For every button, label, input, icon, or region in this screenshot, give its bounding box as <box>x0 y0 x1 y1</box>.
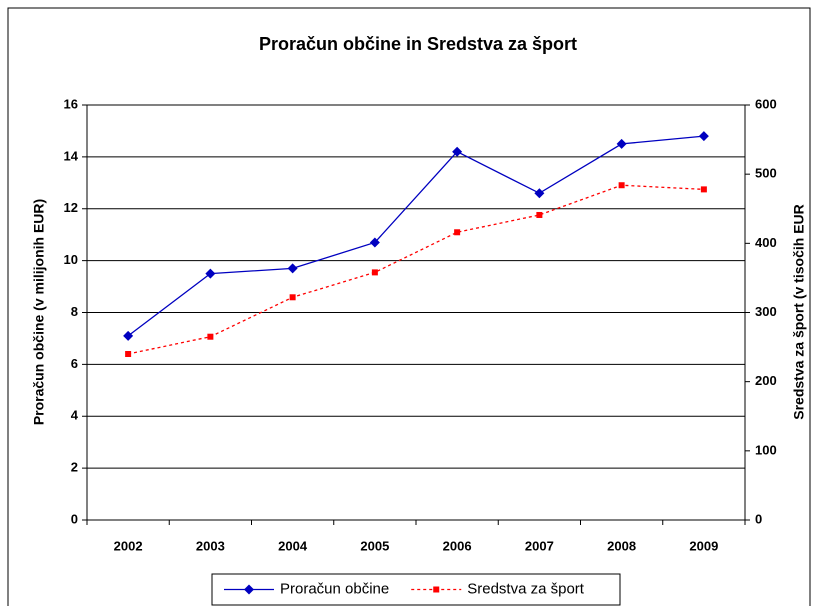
y-tick-label: 2 <box>71 460 78 475</box>
series-line <box>127 184 704 355</box>
marker <box>452 146 463 157</box>
x-tick-label: 2005 <box>360 538 389 553</box>
y-tick-label: 10 <box>64 252 78 267</box>
marker <box>125 351 132 357</box>
y-tick-label: 4 <box>71 408 79 423</box>
legend: Proračun občine Sredstva za šport <box>211 573 621 606</box>
y-axis-label: Proračun občine (v milijonih EUR) <box>31 199 47 425</box>
y-tick-label: 12 <box>64 200 78 215</box>
y2-axis-label: Sredstva za šport (v tisočih EUR <box>791 204 807 420</box>
legend-box <box>211 573 621 606</box>
chart-frame <box>7 7 811 611</box>
marker <box>454 229 461 236</box>
y-tick-label: 6 <box>71 356 78 371</box>
x-tick-label: 2002 <box>114 538 143 553</box>
y2-tick-label: 100 <box>755 442 777 457</box>
y2-tick-label: 0 <box>755 511 762 526</box>
marker <box>123 330 134 341</box>
marker <box>205 268 216 279</box>
legend-label: Proračun občine <box>280 580 389 597</box>
y-tick-label: 0 <box>71 511 78 526</box>
marker <box>618 182 625 189</box>
marker <box>698 131 709 142</box>
marker <box>207 333 214 340</box>
x-tick-label: 2007 <box>525 538 554 553</box>
y2-tick-label: 400 <box>755 235 777 250</box>
y2-tick-label: 300 <box>755 304 777 319</box>
marker <box>244 584 254 595</box>
marker <box>536 211 543 218</box>
series-line <box>127 135 704 337</box>
chart-title: Proračun občine in Sredstva za šport <box>259 34 577 54</box>
x-tick-label: 2006 <box>443 538 472 553</box>
y-tick-label: 8 <box>71 304 78 319</box>
marker <box>287 263 298 274</box>
y2-tick-label: 200 <box>755 373 777 388</box>
marker <box>616 138 627 149</box>
y2-tick-label: 500 <box>755 166 777 181</box>
marker <box>534 188 545 199</box>
marker <box>700 186 707 193</box>
x-tick-label: 2008 <box>607 538 636 553</box>
x-tick-label: 2009 <box>689 538 718 553</box>
legend-label: Sredstva za šport <box>467 580 585 597</box>
marker <box>371 269 378 276</box>
marker <box>289 294 296 301</box>
x-tick-label: 2004 <box>278 538 308 553</box>
y-tick-label: 14 <box>64 148 79 163</box>
x-tick-label: 2003 <box>196 538 225 553</box>
y-tick-label: 16 <box>64 96 78 111</box>
y2-tick-label: 600 <box>755 96 777 111</box>
marker <box>433 586 440 593</box>
marker <box>369 237 380 248</box>
